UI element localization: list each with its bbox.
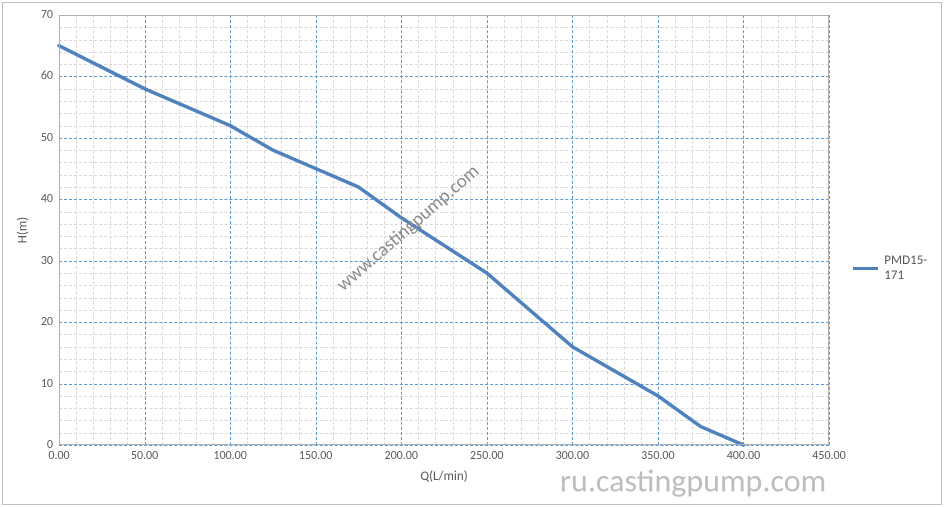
- series-polyline: [59, 46, 743, 445]
- x-tick-label: 400.00: [727, 445, 760, 463]
- x-tick-label: 50.00: [131, 445, 158, 463]
- legend-label: PMD15-171: [884, 253, 941, 283]
- series-line: [59, 15, 829, 445]
- y-tick-label: 40: [41, 192, 59, 206]
- x-tick-label: 350.00: [641, 445, 674, 463]
- x-axis-title: Q(L/min): [420, 469, 467, 484]
- plot-area: 0.0050.00100.00150.00200.00250.00300.003…: [59, 15, 829, 445]
- legend: PMD15-171: [853, 253, 941, 283]
- legend-swatch: [853, 267, 878, 270]
- y-tick-label: 20: [41, 315, 59, 329]
- y-tick-label: 0: [47, 438, 59, 452]
- chart-frame: 0.0050.00100.00150.00200.00250.00300.003…: [2, 2, 942, 505]
- gridline-h: [59, 445, 829, 446]
- x-tick-label: 300.00: [556, 445, 589, 463]
- y-tick-label: 30: [41, 254, 59, 268]
- x-tick-label: 200.00: [384, 445, 417, 463]
- x-tick-label: 450.00: [812, 445, 845, 463]
- y-tick-label: 70: [41, 8, 59, 22]
- y-tick-label: 10: [41, 377, 59, 391]
- y-tick-label: 50: [41, 131, 59, 145]
- gridline-v: [829, 15, 830, 445]
- x-tick-label: 100.00: [213, 445, 246, 463]
- x-tick-label: 150.00: [299, 445, 332, 463]
- x-tick-label: 250.00: [470, 445, 503, 463]
- watermark-text: ru.castingpump.com: [560, 462, 826, 501]
- y-axis-title: H(m): [16, 217, 31, 243]
- y-tick-label: 60: [41, 69, 59, 83]
